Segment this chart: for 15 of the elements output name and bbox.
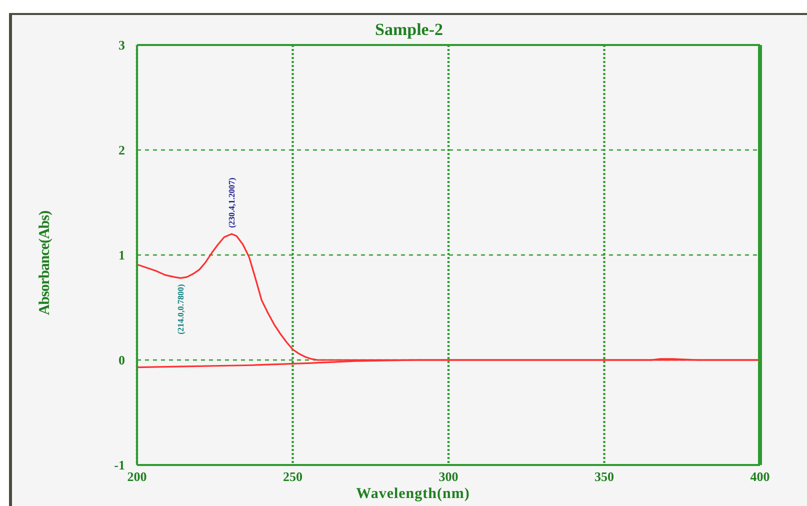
annotation: (230.4,1.2007) — [226, 177, 237, 228]
y-tick-label: 2 — [118, 142, 125, 158]
x-tick-label: 250 — [283, 469, 302, 484]
y-tick-label: 0 — [118, 352, 125, 368]
x-tick-label: 400 — [750, 469, 770, 484]
x-tick-label: 350 — [594, 469, 614, 484]
x-tick-label: 200 — [127, 469, 147, 484]
annotation: (214.0,0.7800) — [176, 284, 186, 334]
x-tick-label: 300 — [438, 469, 458, 484]
y-tick-label: -1 — [114, 458, 125, 473]
y-tick-label: 1 — [118, 248, 125, 263]
y-axis-title: Absorbance(Abs) — [36, 210, 54, 318]
chart-title: Sample-2 — [374, 20, 444, 40]
y-tick-label: 3 — [118, 38, 126, 53]
x-axis-title: Wavelength(nm) — [355, 486, 471, 503]
